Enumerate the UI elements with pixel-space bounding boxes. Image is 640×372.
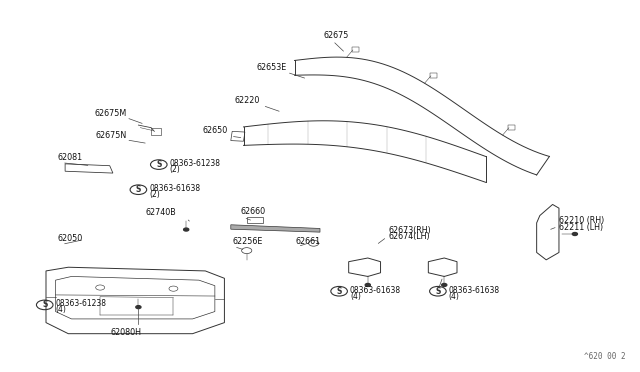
- Text: S: S: [136, 185, 141, 194]
- Text: 62081: 62081: [58, 153, 83, 162]
- Text: S: S: [435, 287, 440, 296]
- Text: 62211 (LH): 62211 (LH): [559, 223, 603, 232]
- Text: 62740B: 62740B: [146, 208, 177, 217]
- Text: S: S: [156, 160, 161, 169]
- Text: (4): (4): [56, 305, 67, 314]
- Bar: [351, 47, 359, 52]
- Text: 62660: 62660: [241, 207, 266, 216]
- Circle shape: [442, 283, 447, 286]
- Text: 08363-61638: 08363-61638: [449, 286, 500, 295]
- Circle shape: [572, 232, 577, 235]
- Text: 62653E: 62653E: [257, 63, 287, 72]
- Text: 08363-61638: 08363-61638: [350, 286, 401, 295]
- Text: (4): (4): [449, 292, 460, 301]
- Text: 62050: 62050: [58, 234, 83, 243]
- Text: S: S: [337, 287, 342, 296]
- Circle shape: [184, 228, 189, 231]
- Text: (4): (4): [350, 292, 361, 301]
- Text: 62673(RH): 62673(RH): [389, 226, 431, 235]
- Bar: [429, 73, 437, 78]
- Polygon shape: [231, 225, 320, 232]
- Circle shape: [365, 283, 371, 286]
- Bar: [231, 131, 245, 141]
- Text: 62661: 62661: [296, 237, 321, 246]
- Text: 62080H: 62080H: [110, 328, 141, 337]
- Text: 08363-61238: 08363-61238: [56, 299, 106, 308]
- Circle shape: [136, 306, 141, 309]
- Text: 62674(LH): 62674(LH): [389, 232, 431, 241]
- Text: ^620 00 2: ^620 00 2: [584, 352, 626, 361]
- Text: 62675N: 62675N: [95, 131, 126, 140]
- Text: 08363-61638: 08363-61638: [149, 184, 200, 193]
- Bar: [508, 125, 515, 129]
- Bar: [151, 128, 161, 135]
- Text: 08363-61238: 08363-61238: [170, 159, 221, 168]
- Bar: [246, 217, 262, 223]
- Text: 62220: 62220: [234, 96, 259, 105]
- Text: 62675: 62675: [323, 31, 349, 40]
- Text: (2): (2): [149, 190, 160, 199]
- Text: 62675M: 62675M: [94, 109, 126, 118]
- Text: 62650: 62650: [202, 126, 228, 135]
- Text: 62256E: 62256E: [232, 237, 262, 246]
- Text: (2): (2): [170, 165, 180, 174]
- Text: S: S: [42, 300, 47, 310]
- Text: 62210 (RH): 62210 (RH): [559, 216, 604, 225]
